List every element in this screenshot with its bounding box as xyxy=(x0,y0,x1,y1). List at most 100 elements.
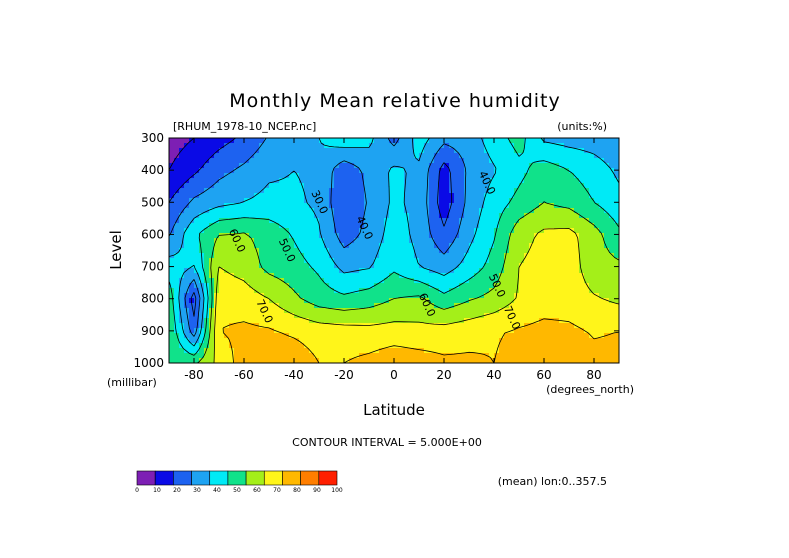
heatmap-cell xyxy=(384,248,390,254)
heatmap-cell xyxy=(409,258,415,264)
heatmap-cell xyxy=(209,323,215,329)
heatmap-cell xyxy=(234,248,240,254)
heatmap-cell xyxy=(239,198,245,204)
heatmap-cell xyxy=(424,183,430,189)
heatmap-cell xyxy=(179,358,185,363)
heatmap-cell xyxy=(354,288,360,294)
heatmap-cell xyxy=(609,298,615,304)
heatmap-cell xyxy=(279,303,285,309)
heatmap-cell xyxy=(529,163,535,169)
heatmap-cell xyxy=(429,293,435,299)
heatmap-cell xyxy=(374,138,380,144)
heatmap-cell xyxy=(564,273,570,279)
heatmap-cell xyxy=(544,233,550,239)
heatmap-cell xyxy=(389,308,395,314)
heatmap-cell xyxy=(584,193,590,199)
heatmap-cell xyxy=(389,183,395,189)
heatmap-cell xyxy=(524,193,530,199)
heatmap-cell xyxy=(379,273,385,279)
heatmap-cell xyxy=(354,173,360,179)
heatmap-cell xyxy=(184,163,190,169)
heatmap-cell xyxy=(454,263,460,269)
heatmap-cell xyxy=(339,343,345,349)
heatmap-cell xyxy=(524,173,530,179)
heatmap-cell xyxy=(474,273,480,279)
heatmap-cell xyxy=(199,353,205,359)
heatmap-cell xyxy=(509,243,515,249)
heatmap-cell xyxy=(534,248,540,254)
heatmap-cell xyxy=(269,323,275,329)
heatmap-cell xyxy=(279,348,285,354)
heatmap-cell xyxy=(314,218,320,224)
heatmap-cell xyxy=(419,138,425,144)
heatmap-cell xyxy=(494,323,500,329)
heatmap-cell xyxy=(279,243,285,249)
heatmap-cell xyxy=(509,158,515,164)
heatmap-cell xyxy=(224,318,230,324)
heatmap-cell xyxy=(409,308,415,314)
heatmap-cell xyxy=(294,253,300,259)
heatmap-cell xyxy=(374,143,380,149)
heatmap-cell xyxy=(484,303,490,309)
heatmap-cell xyxy=(369,318,375,324)
heatmap-cell xyxy=(404,153,410,159)
heatmap-cell xyxy=(564,203,570,209)
heatmap-cell xyxy=(439,313,445,319)
heatmap-cell xyxy=(549,283,555,289)
heatmap-cell xyxy=(484,323,490,329)
heatmap-cell xyxy=(239,218,245,224)
heatmap-cell xyxy=(554,303,560,309)
heatmap-cell xyxy=(514,353,520,359)
heatmap-cell xyxy=(439,178,445,184)
heatmap-cell xyxy=(474,213,480,219)
heatmap-cell xyxy=(349,283,355,289)
heatmap-cell xyxy=(239,193,245,199)
heatmap-cell xyxy=(434,353,440,359)
heatmap-cell xyxy=(494,353,500,359)
heatmap-cell xyxy=(509,348,515,354)
heatmap-cell xyxy=(569,328,575,334)
heatmap-cell xyxy=(279,173,285,179)
heatmap-cell xyxy=(484,158,490,164)
heatmap-cell xyxy=(404,248,410,254)
heatmap-cell xyxy=(599,178,605,184)
heatmap-cell xyxy=(369,138,375,144)
heatmap-cell xyxy=(599,318,605,324)
heatmap-cell xyxy=(354,293,360,299)
heatmap-cell xyxy=(614,218,619,224)
heatmap-cell xyxy=(264,218,270,224)
heatmap-cell xyxy=(299,188,305,194)
heatmap-cell xyxy=(414,258,420,264)
heatmap-cell xyxy=(404,173,410,179)
heatmap-cell xyxy=(599,288,605,294)
heatmap-cell xyxy=(439,278,445,284)
heatmap-cell xyxy=(534,338,540,344)
heatmap-cell xyxy=(274,228,280,234)
heatmap-cell xyxy=(334,298,340,304)
heatmap-cell xyxy=(469,328,475,334)
heatmap-cell xyxy=(584,343,590,349)
heatmap-cell xyxy=(304,328,310,334)
heatmap-cell xyxy=(179,148,185,154)
heatmap-cell xyxy=(414,313,420,319)
heatmap-cell xyxy=(549,168,555,174)
heatmap-cell xyxy=(379,158,385,164)
heatmap-cell xyxy=(604,198,610,204)
heatmap-cell xyxy=(444,153,450,159)
heatmap-cell xyxy=(574,348,580,354)
heatmap-cell xyxy=(474,258,480,264)
heatmap-cell xyxy=(459,208,465,214)
heatmap-cell xyxy=(329,148,335,154)
heatmap-cell xyxy=(379,343,385,349)
heatmap-cell xyxy=(429,183,435,189)
heatmap-cell xyxy=(479,173,485,179)
heatmap-cell xyxy=(544,283,550,289)
heatmap-cell xyxy=(394,138,400,144)
heatmap-cell xyxy=(354,233,360,239)
heatmap-cell xyxy=(274,238,280,244)
heatmap-cell xyxy=(429,163,435,169)
heatmap-cell xyxy=(249,308,255,314)
heatmap-cell xyxy=(319,358,325,363)
heatmap-cell xyxy=(344,253,350,259)
heatmap-cell xyxy=(574,203,580,209)
